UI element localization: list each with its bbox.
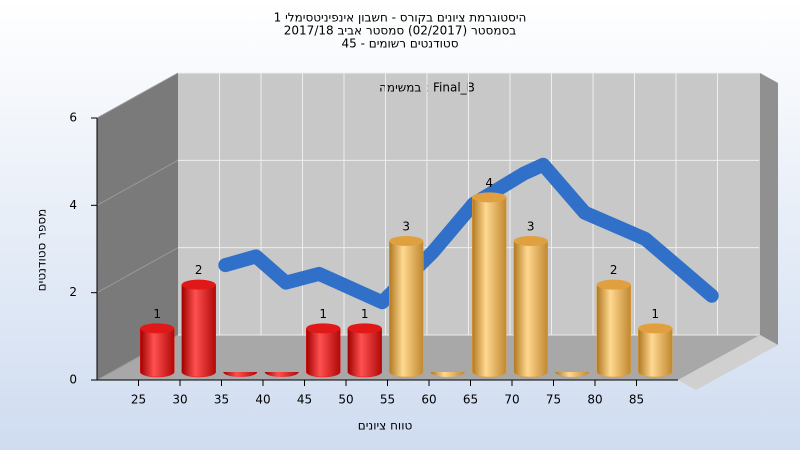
x-tick-label: 80 (587, 393, 602, 407)
x-tick-label: 35 (214, 393, 229, 407)
grid-line (96, 159, 179, 206)
bar (430, 372, 465, 377)
bar (596, 284, 631, 378)
y-tick-label: 6 (69, 111, 77, 125)
bar (638, 328, 673, 378)
plot-frame (97, 73, 760, 380)
data-label: 3 (527, 220, 535, 234)
bar-top (389, 236, 424, 246)
bar-top (513, 236, 548, 246)
bar-top (472, 192, 507, 203)
bar (181, 284, 216, 378)
data-label: 2 (610, 263, 618, 277)
y-axis-title: מספר סטודנטים (35, 209, 49, 292)
bar-top (347, 323, 382, 334)
wall-edge (760, 73, 778, 345)
x-tick-label: 50 (338, 393, 353, 407)
bar (306, 328, 341, 378)
bar (223, 372, 258, 377)
data-label: 3 (402, 220, 410, 234)
bar-top (306, 323, 341, 334)
x-tick-label: 45 (297, 393, 312, 407)
data-label: 4 (485, 176, 493, 190)
bar (513, 240, 548, 378)
x-tick-label: 30 (172, 393, 187, 407)
x-tick-label: 55 (380, 393, 395, 407)
x-tick-label: 60 (421, 393, 436, 407)
chart-subtitle: סטודנטים רשומים - 45 (341, 37, 458, 51)
x-tick-label: 65 (463, 393, 478, 407)
floor-edge (678, 335, 778, 390)
data-label: 1 (319, 307, 327, 321)
y-tick-label: 2 (69, 285, 77, 299)
left-wall (97, 73, 178, 380)
bar-top (638, 323, 673, 334)
bar (347, 328, 382, 378)
bar (472, 197, 507, 378)
chart-subtitle: בסמסטר (02/2017) סמסטר אביב 2017/18 (284, 24, 516, 38)
curve (218, 157, 719, 310)
y-tick-label: 4 (69, 198, 77, 212)
bar-top (140, 323, 175, 334)
bar (264, 372, 299, 377)
x-tick-label: 25 (131, 393, 146, 407)
x-tick-label: 85 (629, 393, 644, 407)
x-tick-label: 75 (546, 393, 561, 407)
bar (389, 240, 424, 378)
data-label: 1 (153, 307, 161, 321)
data-label: 2 (195, 263, 203, 277)
bar (140, 328, 175, 378)
x-axis-title: טווח ציונים (358, 419, 413, 433)
data-label: 1 (361, 307, 369, 321)
chart-title: היסטוגרמת ציונים בקורס - חשבון אינפיניטס… (274, 11, 527, 25)
x-tick-label: 40 (255, 393, 270, 407)
y-tick-label: 0 (69, 373, 77, 387)
floor (97, 335, 760, 380)
x-tick-label: 70 (504, 393, 519, 407)
bar (555, 372, 590, 377)
data-label: 1 (651, 307, 659, 321)
grid-line (96, 247, 179, 294)
bar-top (596, 279, 631, 290)
bar-top (181, 279, 216, 290)
grid-line (96, 72, 179, 119)
